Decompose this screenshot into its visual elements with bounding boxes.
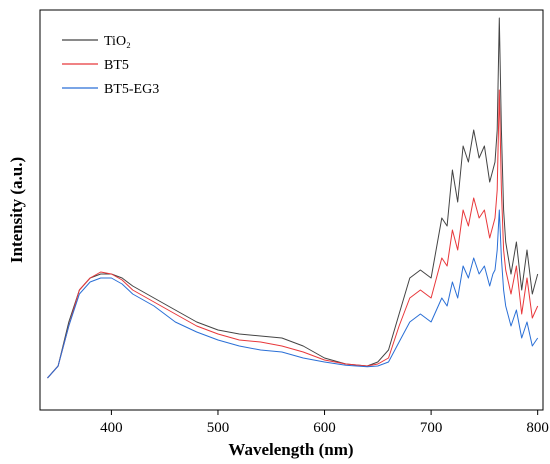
plot-frame [39,9,544,411]
x-tick-label: 600 [313,420,336,436]
x-tick-label: 500 [207,420,230,436]
x-axis-ticks: 400 500 600 700 800 [100,410,549,436]
x-axis-title: Wavelength (nm) [228,440,353,459]
legend: TiO₂ BT5 BT5-EG3 [62,34,159,97]
series-line-2 [47,89,539,379]
series-layer [47,17,539,379]
x-tick-label: 400 [100,420,123,436]
series-line-3 [47,209,539,379]
x-tick-label: 800 [526,420,549,436]
series-line-1 [47,17,539,379]
legend-label: TiO₂ [104,34,131,49]
x-tick-label: 700 [420,420,443,436]
y-axis-title: Intensity (a.u.) [7,157,26,263]
legend-label: BT5 [104,58,129,73]
legend-label: BT5-EG3 [104,82,159,97]
